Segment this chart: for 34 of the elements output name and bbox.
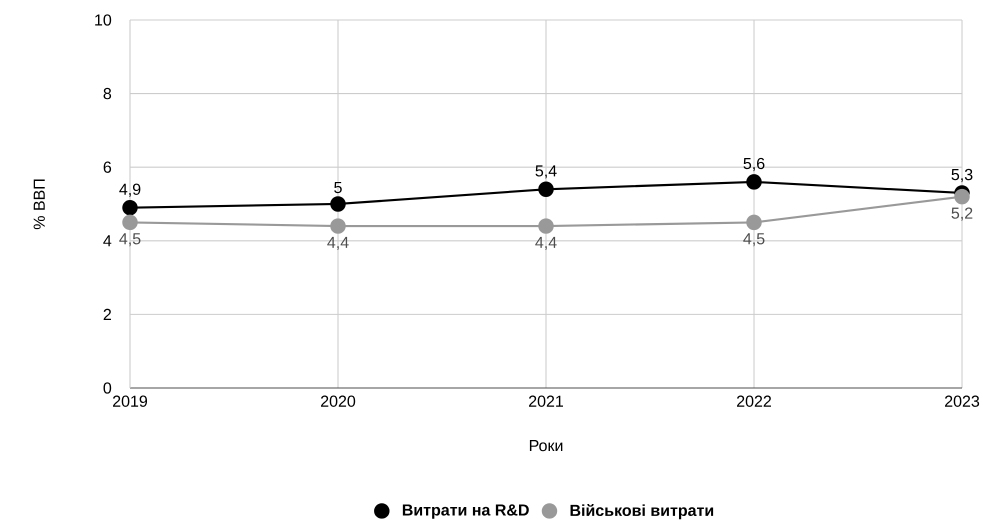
data-label: 4,5	[743, 233, 764, 246]
data-label: 5,4	[536, 165, 557, 178]
x-axis-title: Роки	[530, 440, 562, 452]
data-label: 5	[334, 182, 342, 194]
point	[122, 200, 138, 216]
y-tick-label: 6	[104, 161, 112, 173]
point	[746, 174, 762, 190]
y-tick-label: 4	[103, 235, 112, 246]
point	[954, 188, 970, 204]
y-tick-label: 8	[104, 88, 112, 100]
data-label: 4,4	[327, 236, 349, 250]
legend-label: Витрати на R&D	[402, 504, 529, 519]
y-axis-title: % ВВП	[34, 179, 45, 230]
point	[538, 218, 554, 234]
legend-label: Військові витрати	[570, 504, 714, 520]
x-tick-label: 2021	[529, 395, 564, 407]
x-tick-label: 2020	[321, 395, 356, 407]
data-label: 4,5	[119, 233, 140, 246]
data-label: 5,3	[952, 168, 972, 182]
y-tick-label: 0	[104, 382, 112, 394]
data-label: 5,2	[952, 207, 972, 221]
point	[330, 218, 346, 234]
x-tick-label: 2019	[113, 395, 148, 407]
x-tick-label: 2023	[945, 395, 980, 407]
y-tick-label: 2	[104, 308, 111, 320]
point	[746, 214, 762, 230]
data-label: 4,9	[119, 184, 140, 197]
point	[330, 196, 346, 212]
y-tick-label: 10	[95, 14, 112, 26]
point	[538, 181, 554, 197]
data-label: 5,6	[744, 158, 764, 171]
point	[122, 214, 138, 230]
x-tick-label: 2022	[737, 395, 771, 407]
data-label: 4,4	[535, 236, 557, 250]
